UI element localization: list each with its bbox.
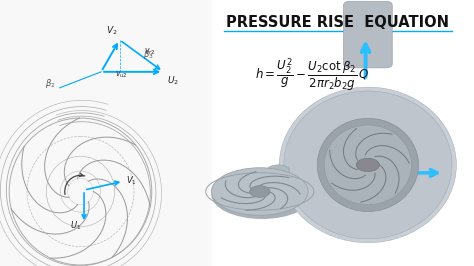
Bar: [211, 0, 460, 266]
Ellipse shape: [324, 125, 411, 205]
Text: $\beta_3$: $\beta_3$: [143, 48, 153, 61]
Text: $v_{r2}$: $v_{r2}$: [144, 46, 155, 57]
FancyBboxPatch shape: [344, 1, 392, 68]
Ellipse shape: [317, 118, 419, 211]
Text: $V_2$: $V_2$: [106, 24, 117, 37]
Ellipse shape: [284, 91, 452, 239]
Text: $V_1$: $V_1$: [126, 175, 137, 188]
Polygon shape: [271, 143, 329, 208]
Ellipse shape: [211, 168, 308, 215]
Ellipse shape: [211, 171, 313, 219]
Text: $U_2$: $U_2$: [167, 74, 179, 87]
Text: $h = \dfrac{U_2^2}{g} - \dfrac{U_2 \cot\beta_2}{2\pi r_2 b_2 g}\,Q$: $h = \dfrac{U_2^2}{g} - \dfrac{U_2 \cot\…: [255, 56, 370, 93]
Text: $v_{u2}$: $v_{u2}$: [115, 70, 128, 80]
Text: PRESSURE RISE  EQUATION: PRESSURE RISE EQUATION: [227, 15, 449, 30]
Text: $U_1$: $U_1$: [71, 219, 82, 232]
Circle shape: [356, 158, 379, 172]
Ellipse shape: [267, 165, 290, 176]
Circle shape: [250, 186, 270, 197]
Ellipse shape: [279, 87, 456, 243]
Text: $\beta_2$: $\beta_2$: [45, 77, 55, 90]
